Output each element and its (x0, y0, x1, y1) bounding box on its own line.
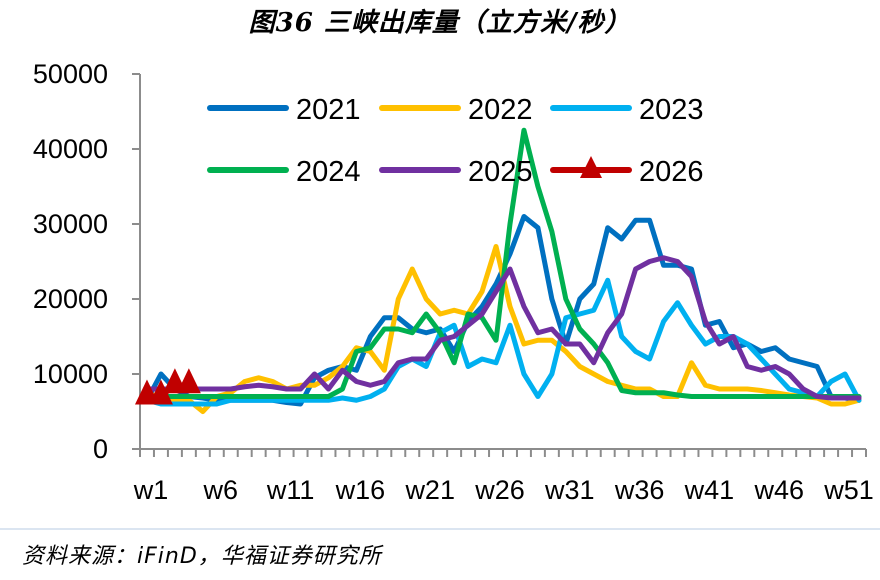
series-lines (134, 127, 862, 414)
y-tick-label: 0 (93, 434, 108, 464)
x-tick-label: w6 (203, 475, 239, 505)
x-tick-label: w36 (614, 475, 665, 505)
y-tick-label: 10000 (33, 359, 108, 389)
x-tick-label: w51 (823, 475, 874, 505)
y-tick-label: 40000 (33, 134, 108, 164)
x-tick-label: w21 (404, 475, 455, 505)
legend-label: 2022 (468, 94, 533, 126)
source-note: 资料来源：iFinD，华福证券研究所 (22, 544, 382, 569)
series-2023 (144, 277, 862, 407)
x-tick-label: w46 (753, 475, 804, 505)
legend-label: 2025 (468, 156, 533, 188)
line-chart: 0 10000 20000 30000 40000 50000 w1 w6 w11 w16 w21… (33, 59, 874, 505)
y-tick-label: 30000 (33, 209, 108, 239)
y-tick-label: 50000 (33, 59, 108, 89)
series-2021 (144, 214, 862, 407)
chart-title: 图36 三峡出库量（立方米/秒） (248, 8, 632, 38)
x-tick-label: w26 (474, 475, 525, 505)
x-tick-label: w16 (335, 475, 386, 505)
legend-label: 2023 (639, 94, 704, 126)
y-axis: 0 10000 20000 30000 40000 50000 (33, 59, 141, 464)
series-2025 (144, 255, 862, 401)
y-tick-label: 20000 (33, 284, 108, 314)
legend-label: 2024 (296, 156, 361, 188)
triangle-marker (148, 379, 173, 405)
x-tick-label: w1 (133, 475, 169, 505)
triangle-marker (176, 368, 201, 394)
x-tick-label: w11 (266, 475, 315, 505)
x-axis: w1 w6 w11 w16 w21 w26 w31 w36 w41 w46 w51 (132, 448, 874, 505)
divider (0, 528, 880, 530)
x-tick-label: w31 (544, 475, 595, 505)
x-tick-label: w41 (684, 475, 735, 505)
legend-label: 2021 (296, 94, 361, 126)
legend-label: 2026 (639, 156, 704, 188)
triangle-marker-icon (580, 156, 602, 178)
legend: 2021 2022 2023 2024 2025 2026 (207, 94, 704, 188)
